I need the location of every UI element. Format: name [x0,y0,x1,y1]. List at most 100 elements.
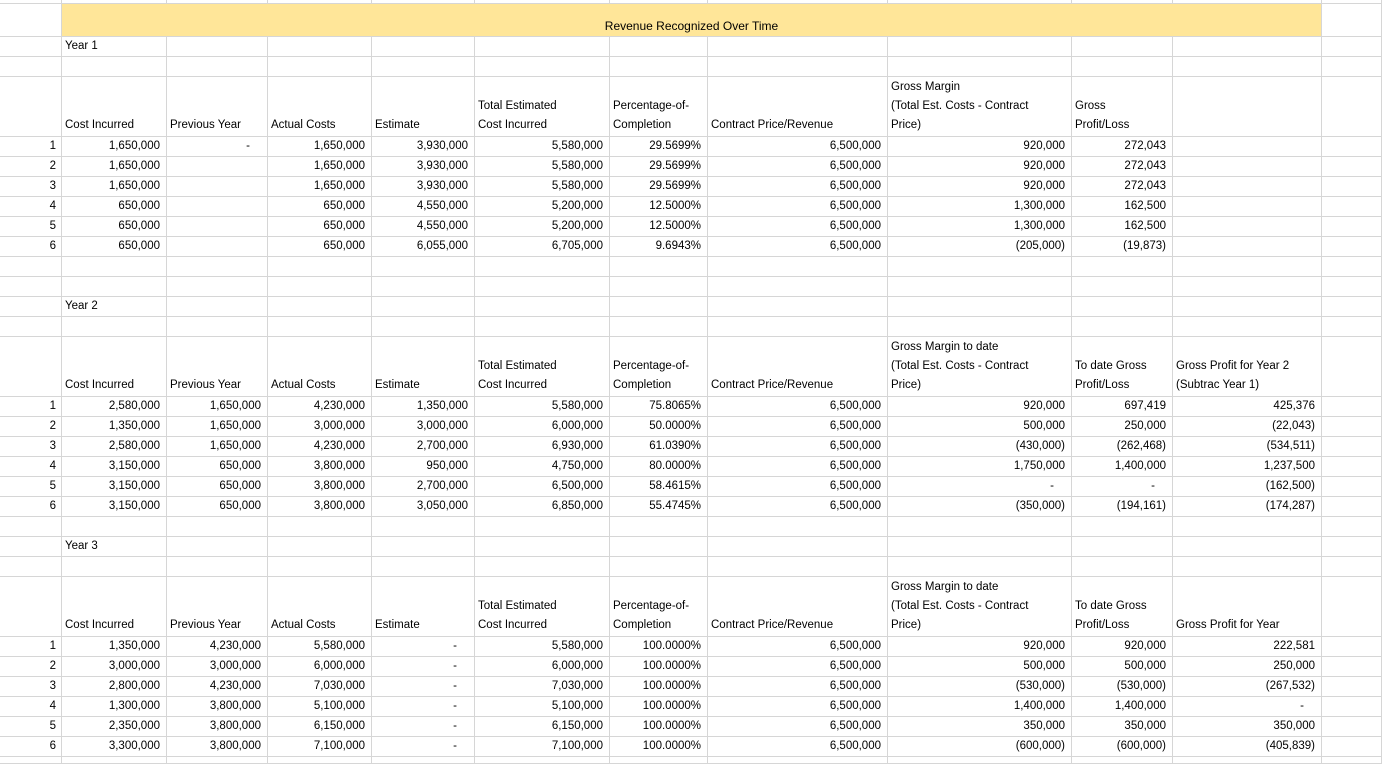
cell[interactable]: 1,650,000 [167,437,268,457]
cell[interactable]: (162,500) [1173,477,1322,497]
cell[interactable]: (534,511) [1173,437,1322,457]
row-number[interactable]: 3 [0,177,62,197]
row-number[interactable]: 3 [0,677,62,697]
column-header[interactable]: Estimate [372,577,475,637]
cell[interactable]: 100.0000% [610,657,708,677]
cell[interactable] [167,177,268,197]
cell[interactable]: 6,500,000 [708,497,888,517]
cell[interactable]: 3,000,000 [62,657,167,677]
cell[interactable]: 6,500,000 [708,697,888,717]
cell[interactable]: 3,000,000 [268,417,372,437]
row-number[interactable]: 5 [0,717,62,737]
cell[interactable]: (350,000) [888,497,1072,517]
cell[interactable]: 4,550,000 [372,217,475,237]
cell[interactable]: (530,000) [888,677,1072,697]
cell[interactable]: 3,300,000 [62,737,167,757]
column-header[interactable]: To date Gross Profit/Loss [1072,337,1173,397]
cell[interactable]: (430,000) [888,437,1072,457]
column-header[interactable]: Cost Incurred [62,337,167,397]
cell[interactable]: 6,500,000 [475,477,610,497]
column-header[interactable]: Actual Costs [268,77,372,137]
cell[interactable]: 650,000 [167,457,268,477]
cell[interactable]: 6,500,000 [708,137,888,157]
cell[interactable]: - [372,637,475,657]
column-header[interactable]: Cost Incurred [62,577,167,637]
cell[interactable]: 1,650,000 [62,137,167,157]
cell[interactable]: 6,500,000 [708,157,888,177]
cell[interactable]: 9.6943% [610,237,708,257]
row-number[interactable]: 3 [0,437,62,457]
cell[interactable] [1173,217,1322,237]
column-header[interactable]: Percentage-of- Completion [610,337,708,397]
cell[interactable]: 6,500,000 [708,457,888,477]
cell[interactable]: 3,150,000 [62,497,167,517]
cell[interactable]: 100.0000% [610,637,708,657]
cell[interactable]: 3,000,000 [167,657,268,677]
cell[interactable]: 80.0000% [610,457,708,477]
cell[interactable]: (262,468) [1072,437,1173,457]
column-header[interactable]: Actual Costs [268,577,372,637]
cell[interactable]: 6,500,000 [708,177,888,197]
cell[interactable]: 350,000 [1173,717,1322,737]
cell[interactable]: 3,150,000 [62,477,167,497]
row-number[interactable]: 2 [0,157,62,177]
cell[interactable]: 1,650,000 [268,157,372,177]
cell[interactable] [1173,137,1322,157]
cell[interactable]: 272,043 [1072,137,1173,157]
cell[interactable]: 3,800,000 [167,717,268,737]
cell[interactable]: 6,500,000 [708,677,888,697]
column-header[interactable]: Percentage-of- Completion [610,577,708,637]
column-header[interactable] [1173,77,1322,137]
cell[interactable]: (174,287) [1173,497,1322,517]
cell[interactable]: 162,500 [1072,217,1173,237]
cell[interactable]: 4,230,000 [167,677,268,697]
row-number[interactable]: 5 [0,217,62,237]
cell[interactable]: 5,580,000 [475,397,610,417]
cell[interactable]: 6,500,000 [708,437,888,457]
cell[interactable]: 272,043 [1072,177,1173,197]
cell[interactable]: 3,800,000 [268,477,372,497]
row-number[interactable]: 2 [0,417,62,437]
section-label[interactable]: Year 2 [62,297,167,317]
cell[interactable]: 3,930,000 [372,157,475,177]
row-number[interactable]: 4 [0,457,62,477]
cell[interactable]: 4,230,000 [268,437,372,457]
cell[interactable]: (194,161) [1072,497,1173,517]
cell[interactable]: 29.5699% [610,157,708,177]
section-label[interactable]: Year 3 [62,537,167,557]
cell[interactable]: - [372,677,475,697]
cell[interactable]: 100.0000% [610,737,708,757]
cell[interactable]: 1,350,000 [62,417,167,437]
cell[interactable] [167,217,268,237]
cell[interactable]: 7,100,000 [268,737,372,757]
column-header[interactable]: Total Estimated Cost Incurred [475,77,610,137]
cell[interactable]: 500,000 [888,657,1072,677]
cell[interactable]: 6,500,000 [708,737,888,757]
cell[interactable]: 100.0000% [610,677,708,697]
cell[interactable]: 5,200,000 [475,197,610,217]
cell[interactable]: - [372,697,475,717]
cell[interactable]: 6,500,000 [708,657,888,677]
row-number[interactable]: 5 [0,477,62,497]
cell[interactable]: 2,580,000 [62,437,167,457]
sheet-title[interactable]: Revenue Recognized Over Time [62,4,1322,37]
column-header[interactable]: Gross Profit/Loss [1072,77,1173,137]
cell[interactable]: 1,300,000 [62,697,167,717]
cell[interactable]: 3,800,000 [268,457,372,477]
cell[interactable]: 1,650,000 [268,137,372,157]
cell[interactable]: 920,000 [888,637,1072,657]
cell[interactable]: 6,000,000 [268,657,372,677]
cell[interactable]: 75.8065% [610,397,708,417]
cell[interactable]: 3,800,000 [167,737,268,757]
cell[interactable] [1173,237,1322,257]
cell[interactable] [1173,177,1322,197]
cell[interactable]: 4,230,000 [167,637,268,657]
cell[interactable]: 3,930,000 [372,177,475,197]
row-number[interactable]: 6 [0,737,62,757]
cell[interactable]: 29.5699% [610,137,708,157]
cell[interactable]: 4,750,000 [475,457,610,477]
cell[interactable]: 500,000 [1072,657,1173,677]
cell[interactable]: 1,300,000 [888,197,1072,217]
cell[interactable]: 3,000,000 [372,417,475,437]
cell[interactable]: 5,580,000 [475,137,610,157]
